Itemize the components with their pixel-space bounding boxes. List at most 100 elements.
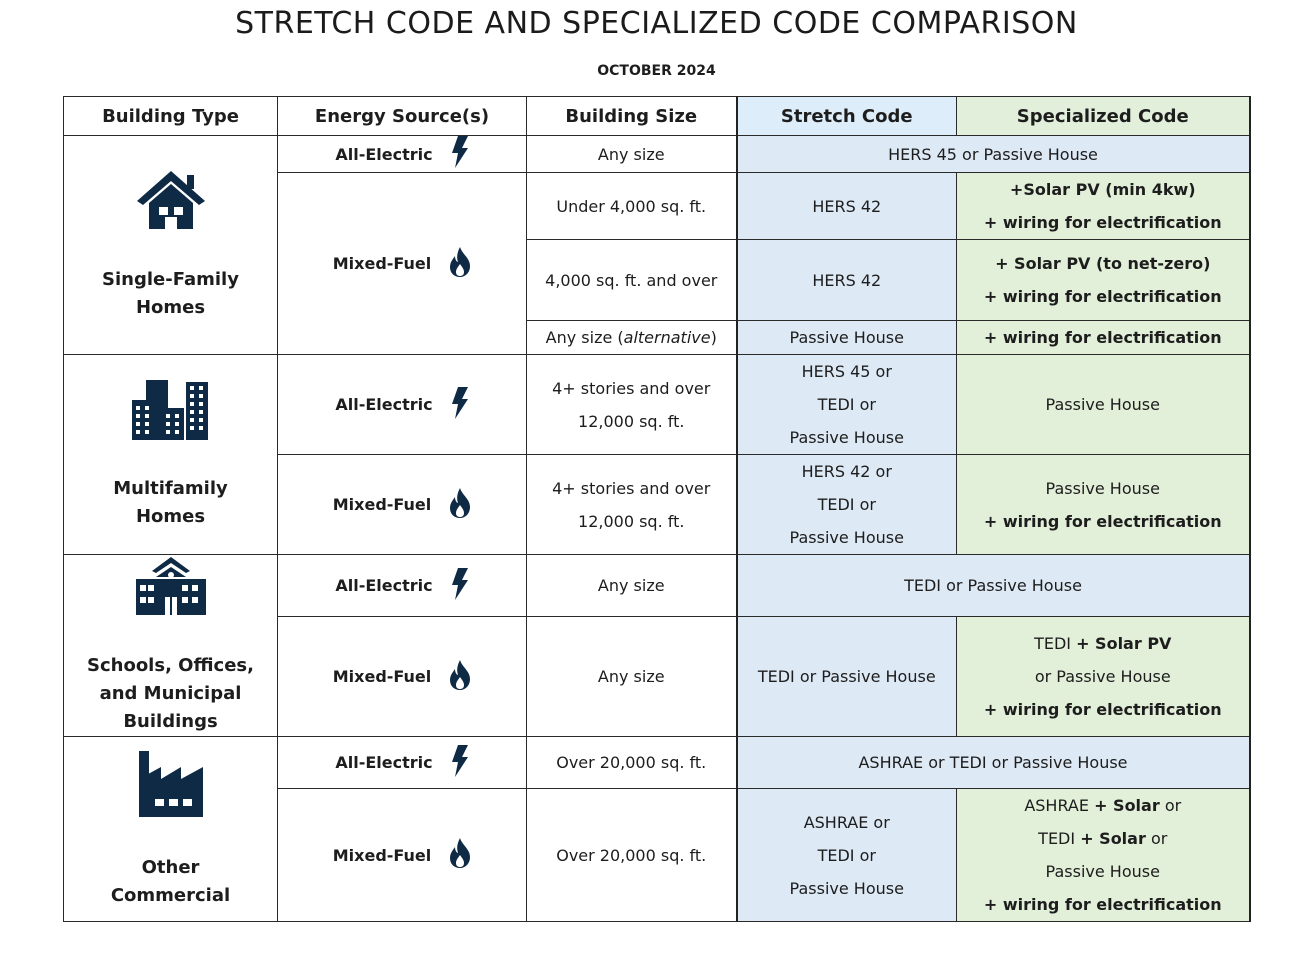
building-type: Other Commercial	[65, 749, 277, 910]
energy-source: All-Electric	[279, 567, 526, 604]
text: Over 20,000 sq. ft.	[556, 753, 707, 772]
text: ASHRAE or TEDI or Passive House	[858, 753, 1128, 772]
cell-line: 12,000 sq. ft.	[528, 405, 736, 438]
energy-icon	[451, 386, 469, 423]
building-size: Any size	[526, 616, 737, 737]
text: Any size	[597, 576, 665, 596]
cell-line: Passive House	[958, 472, 1248, 505]
column-header: Energy Source(s)	[277, 96, 527, 136]
energy-icon	[449, 487, 471, 522]
building-size: Any size	[526, 553, 737, 618]
column-header: Building Size	[526, 96, 737, 136]
energy-source-cell: All-Electric	[277, 135, 527, 173]
energy-source: Mixed-Fuel	[279, 487, 526, 522]
energy-source-cell: All-Electric	[277, 736, 527, 789]
text: Passive House	[1045, 862, 1160, 881]
building-icon	[135, 169, 207, 240]
cell-line: + wiring for electrification	[958, 888, 1248, 921]
subtitle: OCTOBER 2024	[597, 63, 716, 79]
cell-line: Passive House	[958, 388, 1248, 421]
cell-line: HERS 42 or	[739, 456, 956, 489]
energy-source-cell: Mixed-Fuel	[277, 172, 527, 355]
text: HERS 42	[812, 196, 882, 216]
energy-icon	[449, 659, 471, 694]
text: TEDI or	[817, 395, 876, 414]
table-row: Multifamily Homes All-Electric 4+ stories …	[63, 354, 1251, 555]
energy-icon	[451, 744, 469, 781]
energy-source-cell: Mixed-Fuel	[277, 788, 527, 922]
cell-line: Passive House	[739, 872, 956, 905]
text: Passive House	[789, 328, 904, 347]
energy-icon	[451, 567, 469, 604]
code-requirement: HERS 45 or Passive House	[735, 135, 1251, 173]
table-row: Single-Family Homes All-Electric Any size H…	[63, 135, 1251, 355]
energy-source-label: Mixed-Fuel	[332, 495, 432, 514]
text: + wiring for electrification	[983, 328, 1222, 347]
text: + Solar	[1094, 796, 1160, 815]
cell-line: ASHRAE + Solar or	[958, 790, 1248, 823]
cell-line: TEDI or Passive House	[739, 569, 1248, 602]
text: +Solar PV (min 4kw)	[1009, 180, 1196, 199]
specialized-code: Passive House + wiring for electrificatio…	[956, 454, 1251, 555]
specialized-code: +Solar PV (min 4kw) + wiring for electrif…	[956, 172, 1251, 240]
cell-line: 12,000 sq. ft.	[528, 505, 736, 538]
cell-line: + Solar PV (to net-zero)	[958, 247, 1248, 280]
table-row: 4,000 sq. ft. and over HERS 42 + Solar PV …	[64, 239, 1251, 321]
cell-line: Any size (alternative)	[528, 322, 736, 354]
energy-source-label: All-Electric	[335, 144, 433, 164]
building-type-label: Multifamily Homes	[113, 478, 228, 527]
building-type-label: Other Commercial	[110, 856, 231, 906]
energy-source: Mixed-Fuel	[279, 838, 526, 872]
cell-line: HERS 45 or Passive House	[739, 138, 1248, 171]
text: + wiring for electrification	[983, 895, 1222, 914]
energy-icon	[449, 838, 471, 872]
energy-source: Mixed-Fuel	[279, 246, 526, 281]
text: HERS 42 or	[801, 462, 892, 481]
stretch-code: HERS 42	[735, 172, 957, 240]
table-row: Schools, Offices, and Municipal Building…	[63, 553, 1251, 737]
cell-line: Any size	[528, 660, 736, 693]
cell-line: Over 20,000 sq. ft.	[528, 746, 736, 779]
text: HERS 45 or	[801, 362, 892, 381]
cell-line: 4+ stories and over	[528, 472, 736, 505]
specialized-code: + wiring for electrification	[956, 320, 1251, 355]
text: 4+ stories and over	[552, 378, 711, 398]
text: alternative	[623, 328, 711, 347]
energy-source-label: All-Electric	[335, 753, 433, 772]
text: TEDI or Passive House	[904, 576, 1082, 596]
cell-line: HERS 42	[739, 264, 956, 297]
cell-line: TEDI or	[739, 488, 956, 521]
table-row: Other Commercial All-Electric Over 20,000 …	[63, 736, 1251, 922]
text: 4+ stories and over	[552, 478, 711, 498]
table-body: Single-Family Homes All-Electric Any size H…	[63, 135, 1251, 922]
text: TEDI or	[817, 495, 876, 514]
energy-source-cell: Mixed-Fuel	[277, 454, 527, 555]
cell-line: Passive House	[739, 322, 956, 354]
building-type-cell: Other Commercial	[63, 736, 278, 922]
building-type: Multifamily Homes	[65, 378, 277, 531]
building-type-label: Single-Family Homes	[102, 268, 239, 318]
title: STRETCH CODE AND SPECIALIZED CODE COMPAR…	[235, 6, 1078, 41]
text: TEDI or	[817, 845, 876, 865]
text: ASHRAE	[1024, 796, 1095, 815]
text: Passive House	[789, 528, 904, 547]
table-row: Any size (alternative) Passive House + wir…	[64, 320, 1251, 355]
cell-line: Over 20,000 sq. ft.	[528, 839, 736, 872]
text: TEDI	[1034, 634, 1077, 654]
cell-line: HERS 42	[739, 190, 956, 223]
text: TEDI or Passive House	[757, 667, 936, 687]
energy-source-label: Mixed-Fuel	[332, 845, 432, 865]
cell-line: TEDI + Solar PV	[958, 627, 1248, 660]
text: Passive House	[1045, 395, 1160, 414]
cell-line: Passive House	[958, 855, 1248, 888]
cell-line: Passive House	[739, 521, 956, 554]
text: Passive House	[1045, 478, 1160, 498]
column-header: Building Type	[63, 96, 278, 136]
stretch-code: HERS 42 or TEDI or Passive House	[735, 454, 957, 555]
text: Under 4,000 sq. ft.	[556, 196, 707, 216]
stretch-code: Passive House	[735, 320, 957, 355]
text: HERS 42	[812, 270, 882, 290]
energy-source-label: All-Electric	[335, 576, 433, 596]
text: 12,000 sq. ft.	[578, 511, 685, 531]
